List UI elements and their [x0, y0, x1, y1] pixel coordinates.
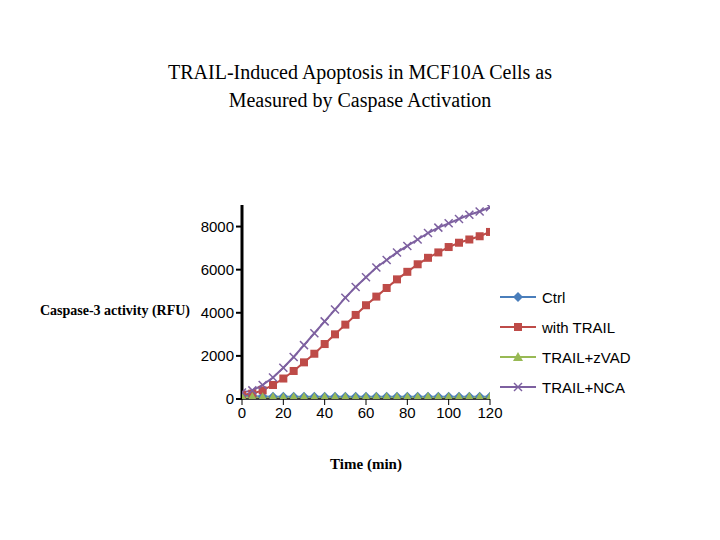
svg-text:0: 0 — [226, 390, 234, 407]
html-text:TRAIL+zVAD: TRAIL+zVAD — [542, 348, 631, 366]
html-text:with TRAIL: with TRAIL — [542, 318, 616, 336]
svg-text:8000: 8000 — [201, 218, 234, 235]
html-text:Ctrl: Ctrl — [542, 288, 566, 306]
svg-text:2000: 2000 — [201, 347, 234, 364]
svg-text:60: 60 — [358, 404, 375, 421]
svg-text:80: 80 — [399, 404, 416, 421]
svg-text:6000: 6000 — [201, 261, 234, 278]
svg-text:120: 120 — [477, 404, 502, 421]
html-text:Time (min): Time (min) — [330, 456, 402, 472]
html-text:TRAIL+NCA: TRAIL+NCA — [542, 378, 625, 396]
svg-text:100: 100 — [436, 404, 461, 421]
svg-text:20: 20 — [275, 404, 292, 421]
svg-text:40: 40 — [316, 404, 333, 421]
html-text:Caspase-3 activity (RFU): Caspase-3 activity (RFU) — [39, 303, 190, 318]
html-text:TRAIL-Induced Apoptosis in MCF: TRAIL-Induced Apoptosis in MCF10A Cells … — [168, 61, 552, 111]
svg-text:0: 0 — [238, 404, 246, 421]
svg-text:4000: 4000 — [201, 304, 234, 321]
